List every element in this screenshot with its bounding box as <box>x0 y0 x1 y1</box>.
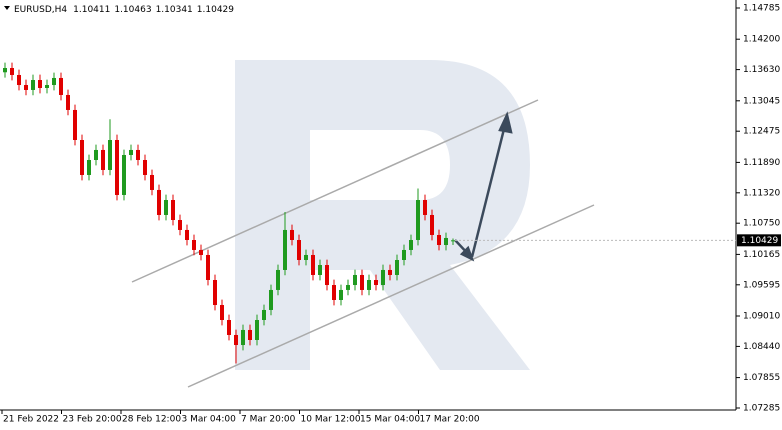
candle-body <box>248 329 252 340</box>
candle-body <box>143 160 147 175</box>
candle-body <box>3 68 7 73</box>
x-tick-label: 7 Mar 20:00 <box>241 415 296 425</box>
candle-body <box>339 289 343 300</box>
candle-body <box>395 260 399 275</box>
candle-body <box>38 80 42 88</box>
candle-body <box>227 320 231 335</box>
y-tick-label: 1.07285 <box>743 404 780 414</box>
candle-body <box>171 200 175 220</box>
y-tick-label: 1.11890 <box>743 158 780 168</box>
candle-body <box>346 285 350 290</box>
candle-body <box>220 305 224 320</box>
y-tick-label: 1.07855 <box>743 373 780 383</box>
candle-body <box>283 229 287 270</box>
candle-body <box>101 149 105 170</box>
candle-body <box>129 149 133 155</box>
price-label: 1.10429 <box>741 236 778 246</box>
candle-body <box>304 254 308 260</box>
candle-body <box>269 289 273 310</box>
y-tick-label: 1.09595 <box>743 280 780 290</box>
candle-body <box>374 280 378 286</box>
y-tick-label: 1.12475 <box>743 127 780 137</box>
x-tick-label: 28 Feb 12:00 <box>122 415 181 425</box>
x-tick-label: 23 Feb 20:00 <box>63 415 122 425</box>
candle-body <box>192 240 196 250</box>
candle-body <box>150 174 154 190</box>
candle-body <box>94 149 98 160</box>
candle-body <box>444 237 448 246</box>
candle-body <box>437 234 441 246</box>
chart-header: EURUSD,H4 1.10411 1.10463 1.10341 1.10429 <box>14 5 234 15</box>
y-tick-label: 1.09010 <box>743 312 780 322</box>
candle-body <box>402 249 406 260</box>
y-tick-label: 1.14200 <box>743 35 780 45</box>
candle-body <box>136 149 140 160</box>
candle-body <box>31 80 35 90</box>
candle-body <box>388 269 392 275</box>
candle-body <box>297 240 301 260</box>
y-tick-label: 1.08440 <box>743 342 780 352</box>
candle-body <box>199 249 203 255</box>
candle-body <box>423 200 427 215</box>
candle-body <box>80 140 84 175</box>
candle-body <box>409 240 413 250</box>
price-box <box>737 234 781 247</box>
candle-body <box>206 254 210 280</box>
candle-body <box>367 280 371 290</box>
candle-body <box>311 254 315 275</box>
candle-body <box>52 77 56 86</box>
candle-body <box>185 229 189 240</box>
y-tick-label: 1.10165 <box>743 250 780 260</box>
candle-body <box>332 285 336 300</box>
x-tick-label: 17 Mar 20:00 <box>420 415 480 425</box>
candle-body <box>318 265 322 275</box>
x-tick-label: 21 Feb 2022 <box>3 415 59 425</box>
candle-body <box>59 77 63 95</box>
candle-body <box>10 68 14 75</box>
y-tick-label: 1.11320 <box>743 188 780 198</box>
candle-body <box>108 140 112 170</box>
y-tick-label: 1.10750 <box>743 219 780 229</box>
candle-body <box>213 280 217 306</box>
candle-body <box>360 274 364 290</box>
candle-body <box>24 85 28 90</box>
candle-body <box>255 320 259 340</box>
menu-icon[interactable] <box>4 6 10 10</box>
candle-body <box>353 274 357 286</box>
candle-body <box>157 189 161 215</box>
x-tick-label: 15 Mar 04:00 <box>360 415 420 425</box>
candle-body <box>451 240 455 242</box>
candle-body <box>122 154 126 195</box>
candle-body <box>325 265 329 286</box>
candle-body <box>178 220 182 230</box>
candle-body <box>290 229 294 240</box>
y-tick-label: 1.13630 <box>743 65 780 75</box>
x-tick-label: 3 Mar 04:00 <box>182 415 237 425</box>
candle-body <box>73 109 77 140</box>
candle-body <box>430 214 434 235</box>
candles <box>3 62 455 364</box>
candle-body <box>276 269 280 290</box>
candle-body <box>234 334 238 346</box>
y-tick-label: 1.13045 <box>743 96 780 106</box>
candle-body <box>17 74 21 86</box>
candle-body <box>87 160 91 175</box>
x-tick-label: 10 Mar 12:00 <box>301 415 361 425</box>
candle-body <box>115 140 119 195</box>
candle-body <box>262 309 266 320</box>
candle-body <box>416 200 420 240</box>
candle-body <box>381 269 385 286</box>
y-tick-label: 1.14785 <box>743 4 780 14</box>
candle-body <box>45 85 49 88</box>
candle-body <box>241 329 245 346</box>
candle-body <box>164 200 168 215</box>
candle-body <box>66 94 70 110</box>
forecast-arrows <box>454 111 513 262</box>
